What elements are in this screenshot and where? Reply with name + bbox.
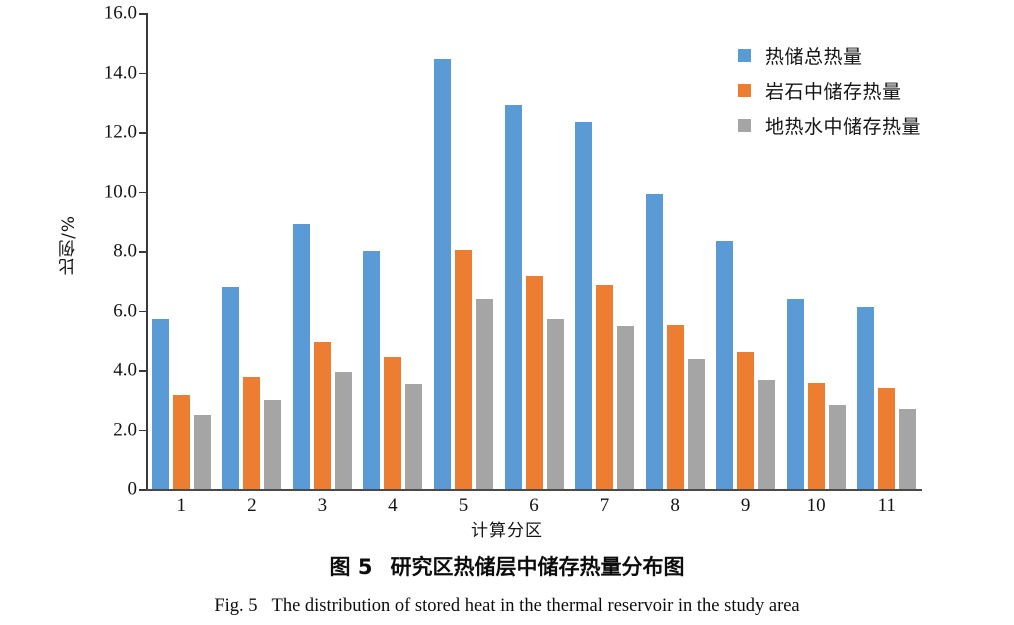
y-axis-tick-label: 6.0 (113, 300, 137, 321)
x-axis-tick-label: 1 (176, 495, 187, 516)
bar[interactable] (899, 408, 917, 489)
y-axis-tick-label: 8.0 (113, 240, 137, 262)
x-axis-tick-label: 7 (599, 495, 610, 516)
bar[interactable] (807, 383, 825, 489)
bar[interactable] (172, 395, 190, 489)
y-axis-tick-label: 10.0 (103, 181, 137, 202)
x-axis-tick-label: 4 (388, 495, 398, 516)
caption-english: Fig. 5 The distribution of stored heat in… (0, 596, 1014, 617)
y-axis-title: 比例/% (59, 215, 79, 275)
y-axis-tick-mark (139, 251, 146, 253)
x-axis-tick-label: 2 (247, 495, 257, 516)
legend-label: 岩石中储存热量 (765, 81, 902, 103)
bar-group (857, 13, 917, 489)
bar[interactable] (758, 379, 776, 489)
legend-swatch-icon (738, 84, 751, 97)
y-axis-tick-label: 2.0 (113, 419, 137, 440)
y-axis-tick-label: 4.0 (113, 359, 137, 381)
bar-group (433, 13, 493, 489)
y-axis-tick-mark (139, 429, 146, 431)
y-axis-tick-label: 14.0 (103, 62, 137, 83)
x-axis-tick-label: 8 (670, 495, 680, 516)
y-axis-tick-label: 12.0 (103, 121, 137, 143)
bar[interactable] (525, 275, 543, 489)
legend-item[interactable]: 地热水中储存热量 (738, 108, 921, 143)
x-axis-tick-label: 10 (806, 495, 826, 516)
bar[interactable] (264, 400, 282, 489)
y-axis-line (146, 13, 148, 490)
bar[interactable] (292, 224, 310, 489)
legend-swatch-icon (738, 49, 751, 62)
bar[interactable] (786, 298, 804, 489)
bar[interactable] (828, 404, 846, 489)
bar[interactable] (687, 359, 705, 489)
bar[interactable] (645, 194, 663, 489)
bar-group (786, 13, 846, 489)
bar-group (363, 13, 423, 489)
bar[interactable] (454, 249, 472, 489)
bar-group (222, 13, 282, 489)
bar[interactable] (666, 325, 684, 489)
bar[interactable] (878, 388, 896, 489)
bar[interactable] (433, 59, 451, 489)
legend-item[interactable]: 岩石中储存热量 (738, 73, 921, 108)
x-axis-line (146, 489, 922, 491)
caption-english-number: Fig. 5 (214, 596, 258, 616)
y-axis-tick-label: 0 (127, 478, 138, 500)
bar[interactable] (313, 342, 331, 489)
x-axis-tick-label: 9 (740, 495, 751, 516)
caption-chinese-text: 研究区热储层中储存热量分布图 (390, 555, 685, 579)
y-axis-tick-mark (139, 72, 146, 74)
y-axis-tick-mark (139, 310, 146, 312)
y-axis-tick-mark (139, 489, 146, 491)
bar-group (645, 13, 705, 489)
legend-item[interactable]: 热储总热量 (738, 38, 921, 73)
y-axis-tick-mark (139, 132, 146, 134)
bar-group (151, 13, 211, 489)
bar[interactable] (575, 121, 593, 489)
bar[interactable] (384, 356, 402, 489)
bar-group (716, 13, 776, 489)
legend-label: 热储总热量 (765, 46, 863, 68)
bar[interactable] (193, 414, 211, 489)
y-axis-tick-label: 16.0 (103, 2, 137, 24)
plot-area: 0 2.0 4.0 6.0 8.0 10.0 12.0 14.0 16.0 (104, 4, 922, 499)
bar[interactable] (857, 306, 875, 489)
legend-swatch-icon (738, 119, 751, 132)
bar[interactable] (151, 319, 169, 489)
bar[interactable] (363, 251, 381, 489)
x-axis-tick-label: 11 (877, 495, 896, 516)
bar[interactable] (475, 298, 493, 489)
x-axis-tick-label: 3 (317, 495, 328, 516)
caption-english-text: The distribution of stored heat in the t… (271, 596, 800, 616)
bar-group (292, 13, 352, 489)
bar[interactable] (546, 318, 564, 489)
bar[interactable] (596, 284, 614, 489)
bar[interactable] (405, 383, 423, 489)
y-axis-tick-mark (139, 370, 146, 372)
y-axis-tick-mark (139, 13, 146, 15)
bar[interactable] (243, 376, 261, 489)
bar[interactable] (737, 351, 755, 489)
bar-group (504, 13, 564, 489)
legend-label: 地热水中储存热量 (765, 116, 922, 138)
y-axis-tick-mark (139, 191, 146, 193)
chart-legend: 热储总热量岩石中储存热量 地热水中储存热量 (738, 38, 921, 143)
caption-chinese-number: 图 5 (329, 555, 373, 579)
x-axis-title: 计算分区 (471, 521, 543, 541)
bar[interactable] (504, 105, 522, 489)
bar[interactable] (334, 371, 352, 489)
bar[interactable] (617, 325, 635, 489)
caption-chinese: 图 5 研究区热储层中储存热量分布图 (0, 551, 1014, 581)
bar[interactable] (716, 241, 734, 489)
bar[interactable] (222, 287, 240, 489)
bar-group (575, 13, 635, 489)
x-axis-tick-label: 6 (529, 495, 539, 516)
x-axis-tick-label: 5 (458, 495, 469, 516)
